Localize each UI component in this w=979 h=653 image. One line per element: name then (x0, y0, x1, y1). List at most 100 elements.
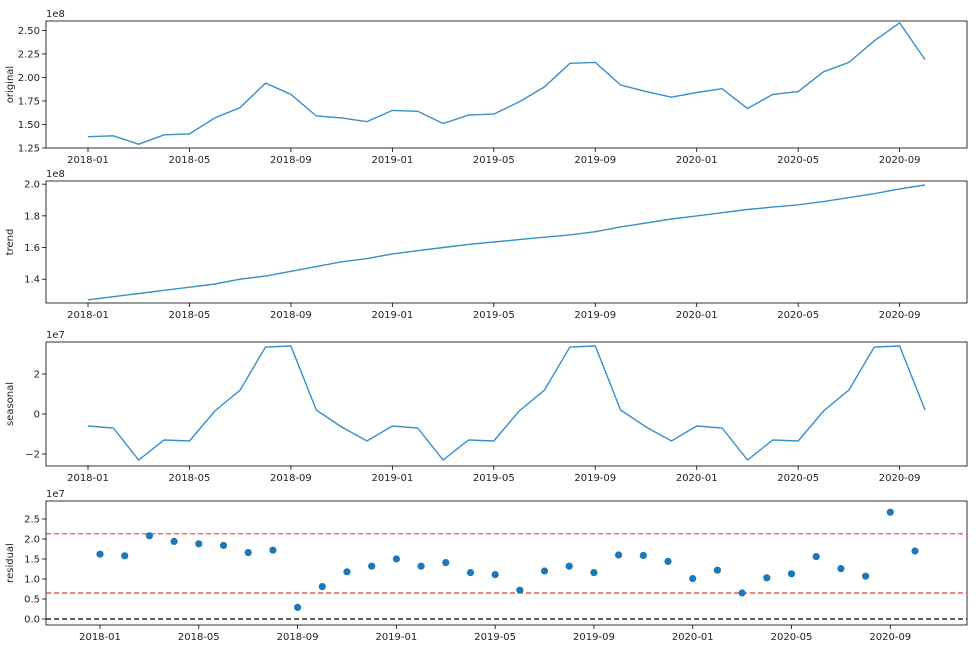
residual-point (343, 568, 351, 576)
y-tick-label: 2.00 (18, 73, 40, 84)
x-tick-label: 2020-09 (879, 155, 921, 166)
y-tick-label: 2.25 (18, 49, 40, 60)
axes-frame (45, 180, 968, 304)
residual-point (911, 547, 919, 555)
x-tick-label: 2020-05 (771, 632, 813, 643)
residual-point (244, 549, 252, 557)
x-tick-label: 2018-01 (67, 473, 109, 484)
residual-point (713, 566, 722, 574)
residual-point (689, 575, 697, 583)
y-tick-label: 0.0 (24, 615, 40, 626)
x-tick-label: 2019-09 (574, 473, 616, 484)
residual-point (170, 537, 178, 546)
series-line-seasonal (87, 345, 926, 461)
residual-point (812, 553, 820, 561)
residual-point (294, 603, 302, 612)
residual-point (96, 550, 104, 558)
x-tick-label: 2020-09 (879, 473, 921, 484)
residual-point (639, 551, 647, 560)
panel-residual: 0.0 0.5 1.0 1.5 2.0 2.5 2018-01 2018-05 2018-09 2… (5, 489, 968, 643)
y-tick-label: 2.0 (24, 180, 40, 191)
residual-point (837, 565, 845, 573)
x-tick-label: 2019-01 (371, 473, 413, 484)
y-tick-label: 2.0 (24, 535, 40, 546)
series-line-trend (87, 184, 926, 301)
y-tick-label: 1.4 (24, 275, 40, 286)
residual-point (516, 586, 524, 594)
x-tick-label: 2020-01 (676, 310, 718, 321)
x-tick-label: 2018-01 (67, 155, 109, 166)
residual-point (195, 540, 203, 548)
y-tick-label: −2 (25, 450, 40, 461)
residual-point (615, 551, 623, 559)
x-tick-label: 2018-01 (67, 310, 109, 321)
y-tick-label: 0 (34, 410, 40, 421)
residual-point (664, 557, 672, 566)
y-tick-label: 2.50 (18, 26, 40, 37)
x-tick-label: 2019-05 (473, 155, 515, 166)
panel-original: 1.25 1.50 1.75 2.00 2.25 2.50 2018-01 2018-05 20… (5, 9, 968, 166)
panel-seasonal: −2 0 2 2018-01 2018-05 2018-09 2019-01 2019-05 2… (5, 330, 968, 484)
x-tick-label: 2019-01 (371, 155, 413, 166)
residual-point (368, 562, 376, 570)
x-tick-label: 2019-01 (375, 632, 417, 643)
residual-point (738, 589, 746, 597)
y-tick-label: 1.6 (24, 243, 40, 254)
series-line-original (87, 21, 926, 145)
residual-point (121, 552, 129, 560)
residual-point (590, 569, 598, 577)
residual-point (565, 562, 573, 570)
x-tick-label: 2019-05 (473, 310, 515, 321)
residual-point (392, 555, 400, 563)
x-tick-label: 2020-05 (777, 473, 819, 484)
residual-point (145, 532, 153, 540)
x-tick-label: 2018-09 (270, 473, 312, 484)
y-tick-label: 2.5 (24, 515, 40, 526)
residual-point (219, 541, 228, 550)
offset-text: 1e8 (46, 169, 65, 180)
x-tick-label: 2020-01 (676, 155, 718, 166)
y-axis-label: trend (5, 229, 16, 256)
residual-point (318, 583, 326, 591)
y-tick-label: 1.5 (24, 555, 40, 566)
x-tick-label: 2018-09 (277, 632, 319, 643)
y-axis-label: seasonal (5, 382, 16, 426)
y-tick-label: 0.5 (24, 595, 40, 606)
x-tick-label: 2020-01 (672, 632, 714, 643)
x-tick-label: 2020-05 (777, 155, 819, 166)
residual-point (417, 562, 425, 570)
x-tick-label: 2019-05 (474, 632, 516, 643)
y-tick-label: 1.8 (24, 211, 40, 222)
y-axis-label: original (5, 66, 16, 103)
residual-point (269, 546, 277, 554)
y-tick-label: 2 (34, 370, 40, 381)
x-tick-label: 2018-05 (169, 473, 211, 484)
x-tick-label: 2019-05 (473, 473, 515, 484)
x-tick-label: 2019-09 (574, 310, 616, 321)
residual-point (787, 570, 796, 578)
offset-text: 1e7 (46, 489, 65, 500)
axes-frame (45, 341, 968, 467)
offset-text: 1e8 (46, 9, 65, 20)
y-tick-label: 1.0 (24, 575, 40, 586)
x-tick-label: 2018-05 (178, 632, 220, 643)
axes-frame (45, 500, 968, 626)
x-tick-label: 2020-01 (676, 473, 718, 484)
x-tick-label: 2018-05 (169, 155, 211, 166)
offset-text: 1e7 (46, 330, 65, 341)
x-tick-label: 2020-09 (879, 310, 921, 321)
residual-point (466, 569, 475, 577)
residual-point (442, 559, 450, 567)
x-tick-label: 2018-09 (270, 310, 312, 321)
y-tick-label: 1.25 (18, 144, 40, 155)
y-tick-label: 1.75 (18, 96, 40, 107)
x-tick-label: 2019-01 (371, 310, 413, 321)
y-tick-label: 1.50 (18, 120, 40, 131)
residual-point (491, 571, 499, 579)
residual-point (886, 508, 894, 516)
y-axis-label: residual (5, 543, 16, 583)
x-tick-label: 2018-05 (169, 310, 211, 321)
x-tick-label: 2018-09 (270, 155, 312, 166)
x-tick-label: 2019-09 (573, 632, 615, 643)
x-tick-label: 2020-09 (869, 632, 911, 643)
